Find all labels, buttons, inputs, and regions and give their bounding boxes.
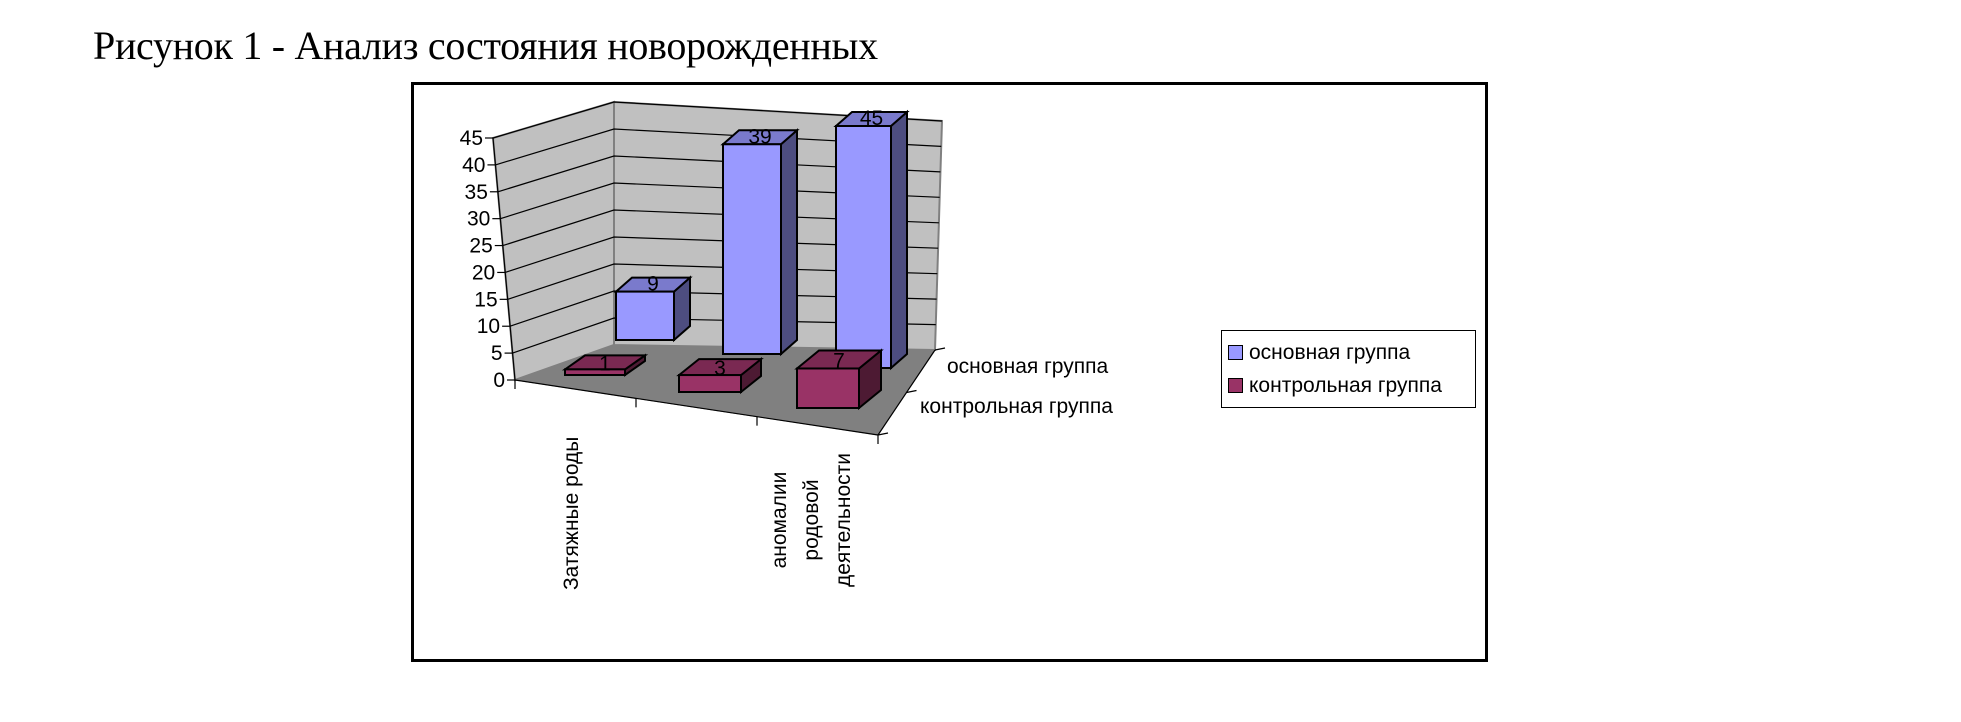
chart-bars (561, 109, 910, 411)
depth-tick (934, 347, 946, 351)
legend-item-control: контрольная группа (1228, 369, 1469, 402)
data-label-control: 7 (833, 349, 845, 372)
figure-caption: Рисунок 1 - Анализ состояния новорожденн… (93, 23, 878, 68)
legend-item-main: основная группа (1228, 336, 1469, 369)
y-tick-label: 10 (477, 315, 500, 338)
y-tick-label: 35 (465, 181, 488, 204)
bar-control-2 (794, 348, 884, 411)
y-tick-label: 40 (462, 154, 485, 177)
bar-control-0 (561, 353, 649, 377)
gridline (512, 317, 936, 354)
x-axis-line (514, 379, 879, 436)
y-tick-label: 0 (493, 369, 505, 392)
depth-tick (906, 389, 917, 394)
y-tick-label: 20 (472, 261, 495, 284)
legend-label-control: контрольная группа (1249, 373, 1442, 397)
legend-swatch-main-icon (1228, 345, 1243, 360)
chart-labels: 0 5 10 15 20 25 30 35 40 45 9 39 45 1 3 7 основная групп… (460, 107, 1114, 590)
data-label-control: 1 (599, 352, 611, 375)
category-label: деятельности (832, 453, 855, 587)
bar-main-2 (833, 109, 910, 371)
bar-main-1 (720, 128, 800, 357)
gridline (505, 236, 939, 273)
category-label: родовой (800, 479, 823, 560)
y-tick-label: 45 (460, 127, 483, 150)
y-axis-line (492, 137, 516, 381)
bar-front (615, 290, 675, 342)
data-label-main: 39 (748, 125, 771, 148)
gridline (507, 263, 938, 300)
y-tick-label: 5 (491, 342, 503, 365)
bar-side (780, 128, 798, 357)
gridline (497, 155, 941, 193)
bar-side (890, 109, 908, 371)
gridline (492, 101, 943, 139)
bar-control-1 (676, 357, 764, 395)
gridline (502, 209, 939, 247)
gridline (509, 290, 937, 327)
legend-swatch-control-icon (1228, 378, 1243, 393)
category-label: Затяжные роды (560, 437, 583, 590)
y-tick-label: 25 (469, 235, 492, 258)
chart-legend: основная группа контрольная группа (1221, 330, 1476, 408)
bar-front (678, 374, 742, 393)
depth-label-control: контрольная группа (920, 395, 1113, 418)
y-tick-label: 15 (474, 288, 497, 311)
bar-front (835, 125, 892, 369)
gridline (500, 182, 940, 220)
bar-front (722, 143, 782, 355)
data-label-main: 45 (860, 107, 883, 130)
gridline (495, 128, 942, 166)
bar-front (796, 367, 860, 409)
depth-label-main: основная группа (947, 355, 1108, 378)
data-label-main: 9 (647, 273, 659, 296)
legend-label-main: основная группа (1249, 340, 1411, 364)
category-label: аномалии (768, 472, 791, 569)
bar-main-0 (613, 275, 693, 343)
bar-front (564, 368, 626, 376)
depth-tick (877, 432, 889, 436)
y-tick-label: 30 (467, 208, 490, 231)
data-label-control: 3 (714, 357, 726, 380)
